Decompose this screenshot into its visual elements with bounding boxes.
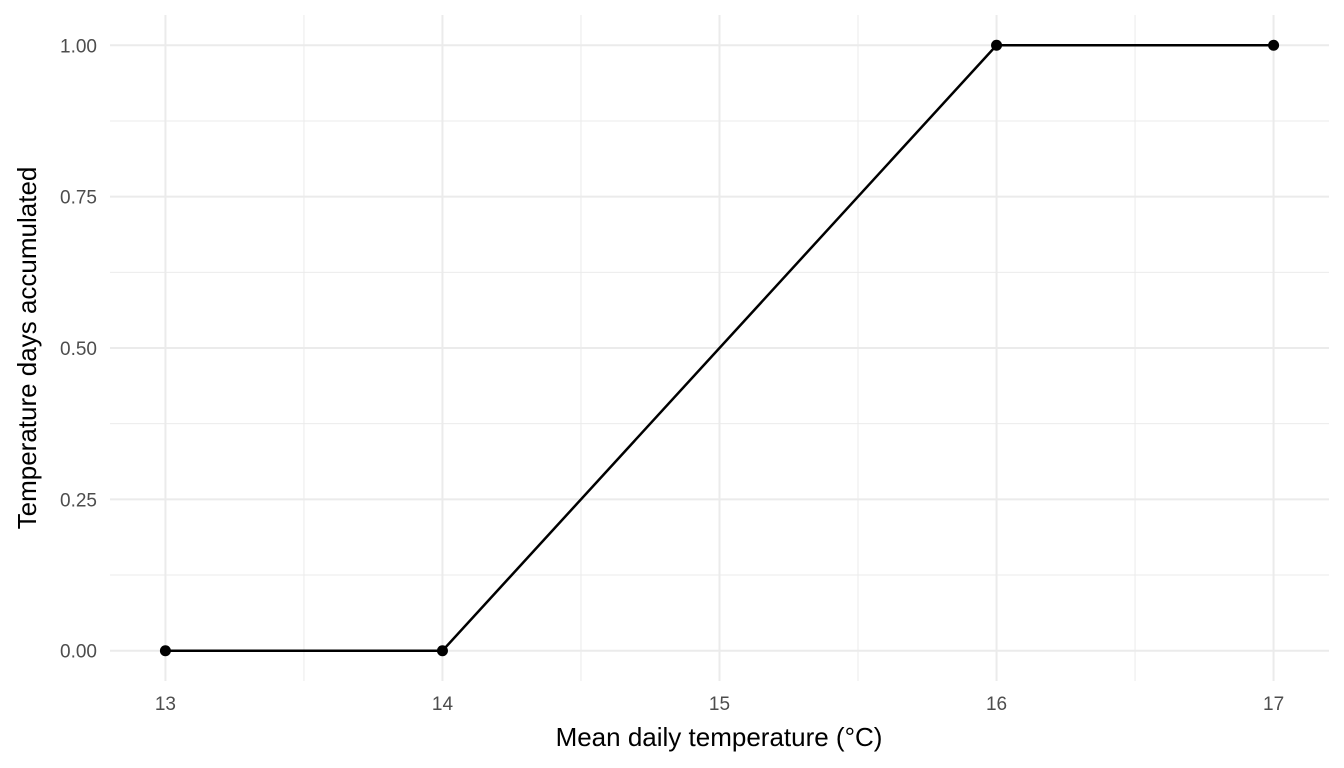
y-tick-label: 0.50 [60,339,97,360]
x-tick-label: 16 [986,694,1007,715]
data-point [991,39,1003,51]
y-tick-label: 0.75 [60,188,97,209]
series-layer [159,39,1280,657]
series-line [165,44,1274,652]
x-tick-label: 17 [1263,694,1284,715]
data-point [436,645,448,657]
x-tick-label: 13 [155,694,176,715]
y-tick-label: 0.25 [60,490,97,511]
x-axis-tick-labels: 13 14 15 16 17 [155,694,1284,715]
x-tick-label: 15 [709,694,730,715]
y-tick-label: 1.00 [60,36,97,57]
y-axis-title: Temperature days accumulated [12,167,42,530]
x-tick-label: 14 [432,694,454,715]
data-point [159,645,171,657]
data-point [1268,39,1280,51]
y-tick-label: 0.00 [60,642,97,663]
x-axis-title: Mean daily temperature (°C) [556,722,883,752]
y-axis-tick-labels: 0.00 0.25 0.50 0.75 1.00 [60,36,97,662]
